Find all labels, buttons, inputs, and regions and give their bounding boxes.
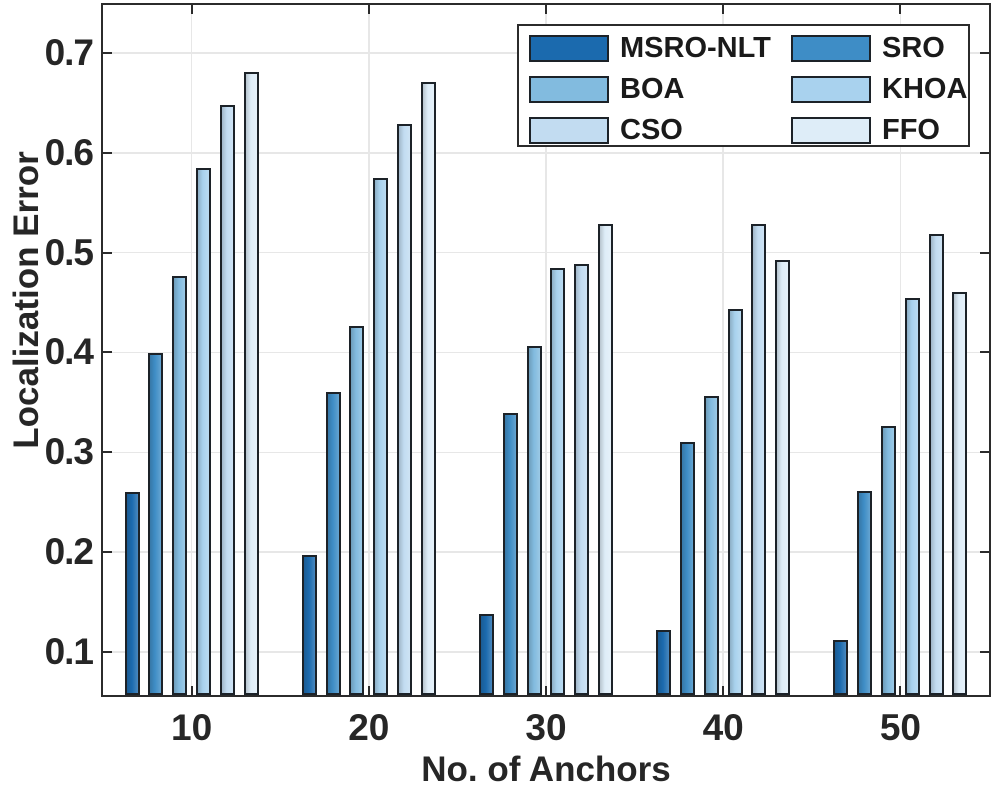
bar-msro-nlt-40 xyxy=(656,630,672,695)
bar-sro-10 xyxy=(148,352,164,695)
bar-sro-50 xyxy=(857,491,873,695)
y-tick-label: 0.7 xyxy=(44,31,94,73)
legend-swatch xyxy=(791,34,871,62)
legend-swatch xyxy=(529,116,609,144)
x-tick-mark xyxy=(190,686,193,695)
legend-label: MSRO-NLT xyxy=(620,32,771,64)
x-tick-mark xyxy=(367,5,370,14)
y-tick-mark xyxy=(980,51,989,54)
legend-label: SRO xyxy=(882,32,945,64)
bar-boa-50 xyxy=(881,426,896,695)
y-tick-mark xyxy=(980,651,989,654)
x-tick-mark xyxy=(899,5,902,14)
bar-sro-30 xyxy=(502,413,518,695)
legend-entry-boa: BOA xyxy=(529,74,684,104)
bar-boa-40 xyxy=(703,396,719,695)
y-tick-mark xyxy=(103,651,112,654)
bar-khoa-10 xyxy=(196,167,211,695)
y-tick-mark xyxy=(980,351,989,354)
bar-cso-10 xyxy=(219,104,235,695)
legend-swatch xyxy=(529,75,609,103)
bar-msro-nlt-20 xyxy=(301,555,317,695)
bar-cso-20 xyxy=(397,123,412,695)
y-tick-mark xyxy=(980,551,989,554)
x-tick-mark xyxy=(899,686,902,695)
bar-boa-20 xyxy=(349,325,365,695)
y-tick-mark xyxy=(103,251,112,254)
x-gridline xyxy=(722,5,724,695)
x-tick-label: 40 xyxy=(702,707,744,748)
legend-label: FFO xyxy=(882,114,940,146)
x-tick-label: 10 xyxy=(171,707,213,748)
x-gridline xyxy=(899,5,902,695)
bar-ffo-10 xyxy=(243,71,259,695)
bar-ffo-20 xyxy=(420,81,436,695)
x-tick-label: 30 xyxy=(525,707,567,748)
x-tick-mark xyxy=(545,686,547,695)
x-tick-mark xyxy=(722,686,725,695)
bar-khoa-30 xyxy=(550,267,566,695)
legend-label: CSO xyxy=(620,114,683,146)
legend-label: BOA xyxy=(620,73,685,105)
legend-entry-ffo: FFO xyxy=(791,115,940,145)
x-gridline xyxy=(190,5,193,695)
legend-entry-msro-nlt: MSRO-NLT xyxy=(529,33,771,63)
legend-swatch xyxy=(529,34,609,62)
y-tick-mark xyxy=(103,51,112,54)
x-gridline xyxy=(368,5,370,695)
bar-ffo-40 xyxy=(775,259,791,695)
x-tick-label: 50 xyxy=(879,707,921,748)
bar-sro-20 xyxy=(325,392,341,695)
legend-swatch xyxy=(791,116,871,144)
x-axis-title: No. of Anchors xyxy=(421,750,671,789)
bar-ffo-30 xyxy=(598,223,613,695)
legend-swatch xyxy=(791,75,871,103)
bar-msro-nlt-10 xyxy=(124,492,140,695)
x-gridline xyxy=(545,5,547,695)
y-tick-mark xyxy=(980,251,989,254)
y-tick-mark xyxy=(980,151,989,154)
y-tick-label: 0.6 xyxy=(44,131,94,173)
legend-entry-sro: SRO xyxy=(791,33,945,63)
bar-ffo-50 xyxy=(952,291,968,695)
bar-boa-10 xyxy=(172,275,188,695)
legend-entry-cso: CSO xyxy=(529,115,683,145)
x-tick-mark xyxy=(190,5,193,14)
y-tick-mark xyxy=(103,351,112,354)
x-tick-mark xyxy=(722,5,725,14)
y-tick-label: 0.5 xyxy=(44,231,94,273)
y-tick-label: 0.3 xyxy=(44,431,94,473)
bar-cso-50 xyxy=(928,233,944,695)
y-tick-mark xyxy=(103,551,112,554)
legend-entry-khoa: KHOA xyxy=(791,74,967,104)
bar-khoa-50 xyxy=(904,297,920,695)
legend: MSRO-NLT SRO BOA KHOA CSO FFO xyxy=(517,24,970,147)
y-tick-label: 0.2 xyxy=(44,531,94,573)
x-tick-label: 20 xyxy=(348,707,390,748)
bar-cso-40 xyxy=(751,223,767,695)
bar-khoa-40 xyxy=(727,308,743,695)
legend-label: KHOA xyxy=(882,73,968,105)
y-tick-mark xyxy=(103,451,112,454)
bar-msro-nlt-30 xyxy=(479,614,494,695)
y-tick-mark xyxy=(103,151,112,154)
x-tick-mark xyxy=(367,686,370,695)
y-tick-label: 0.1 xyxy=(44,631,94,673)
bar-boa-30 xyxy=(526,345,542,695)
bar-msro-nlt-50 xyxy=(833,640,849,695)
y-tick-mark xyxy=(980,451,989,454)
x-tick-mark xyxy=(545,5,547,14)
bar-khoa-20 xyxy=(373,177,389,695)
bar-cso-30 xyxy=(574,263,590,695)
y-tick-label: 0.4 xyxy=(44,331,94,373)
y-axis-title: Localization Error xyxy=(7,151,46,449)
bar-sro-40 xyxy=(680,442,695,695)
